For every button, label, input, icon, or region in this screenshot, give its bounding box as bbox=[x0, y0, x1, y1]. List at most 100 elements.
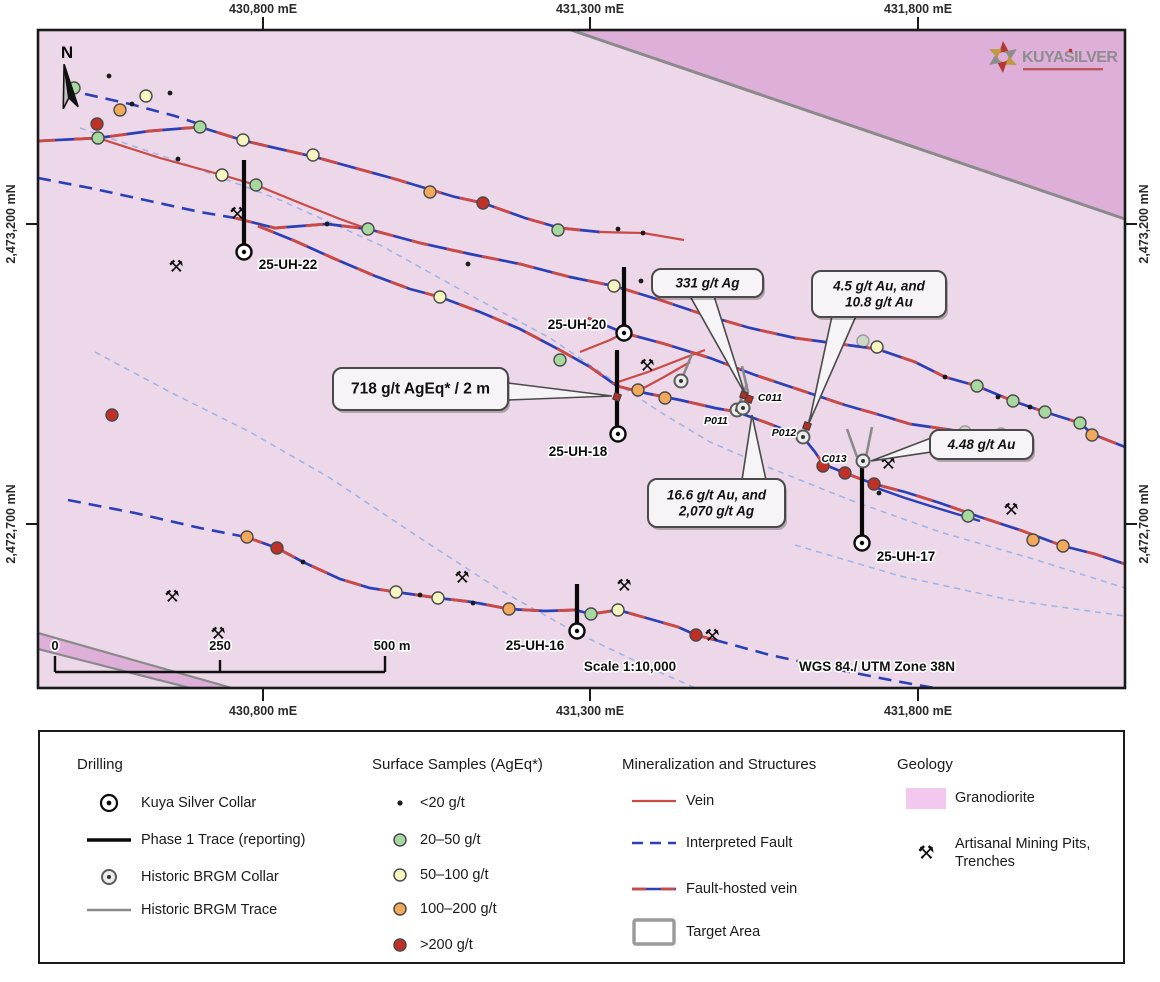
legend-item-label: >200 g/t bbox=[420, 936, 473, 953]
sample-dot-lt20 bbox=[876, 490, 882, 496]
legend-symbol bbox=[372, 860, 420, 890]
grid-label-northing: 2,472,700 mN bbox=[4, 484, 18, 563]
sample-dot-lt20 bbox=[995, 394, 1001, 400]
sample-dot-g50_100 bbox=[607, 279, 621, 293]
grid-label-easting: 431,800 mE bbox=[884, 704, 952, 718]
callout-text: 16.6 g/t Au, and bbox=[667, 488, 767, 503]
vein-sample-marker bbox=[744, 394, 754, 404]
legend-item-label: Target Area bbox=[686, 923, 761, 940]
callout-text: 718 g/t AgEq* / 2 m bbox=[351, 381, 490, 398]
sample-dot-g100_200 bbox=[658, 391, 672, 405]
callout-box bbox=[929, 429, 1034, 460]
sample-dot-g20_50 bbox=[361, 222, 375, 236]
sample-dot-gt200 bbox=[90, 117, 104, 131]
north-arrow-icon bbox=[62, 63, 79, 110]
legend-symbol bbox=[622, 874, 686, 904]
contact-line bbox=[39, 648, 191, 687]
sample-dot-g20_50 bbox=[551, 223, 565, 237]
legend-symbol bbox=[77, 862, 141, 892]
sample-dot-g50_100 bbox=[306, 148, 320, 162]
legend-item: ⚒ Artisanal Mining Pits, Trenches bbox=[897, 835, 1090, 871]
scale-bar-label: 250 bbox=[209, 638, 231, 653]
legend-symbol bbox=[77, 825, 141, 855]
logo-petal bbox=[999, 41, 1009, 53]
mining-pit-icon: ⚒ bbox=[454, 568, 469, 588]
sample-dot-gt200 bbox=[689, 628, 703, 642]
legend-item-label: Kuya Silver Collar bbox=[141, 794, 257, 811]
callout-text: 4.5 g/t Au, and bbox=[832, 279, 926, 294]
kuya-silver-collar bbox=[568, 622, 586, 640]
sample-dot-g20_50 bbox=[91, 131, 105, 145]
grid-label-easting: 431,300 mE bbox=[556, 704, 624, 718]
fault-w bbox=[39, 176, 236, 220]
sample-dot-lt20 bbox=[106, 73, 112, 79]
legend-item: Granodiorite bbox=[897, 783, 1035, 813]
historic-brgm-collar bbox=[673, 373, 689, 389]
sample-dot-g100_200 bbox=[502, 602, 516, 616]
logo-petal bbox=[997, 61, 1007, 73]
sample-dot-lt20 bbox=[942, 374, 948, 380]
sample-dot-lt20 bbox=[615, 226, 621, 232]
sample-dot-gt200 bbox=[270, 541, 284, 555]
legend-item-label: <20 g/t bbox=[420, 794, 465, 811]
grid-label-northing: 2,472,700 mN bbox=[1137, 484, 1151, 563]
grid-label-easting: 430,800 mE bbox=[229, 704, 297, 718]
logo-tagline-rule bbox=[1023, 68, 1103, 71]
kuya-silver-collar bbox=[853, 534, 871, 552]
light-dash-3 bbox=[794, 544, 1124, 617]
sample-dot-g50_100 bbox=[215, 168, 229, 182]
sample-dot-g50_100 bbox=[236, 133, 250, 147]
callout-box bbox=[651, 268, 764, 298]
sample-dot-lt20 bbox=[470, 600, 476, 606]
sample-dot-g20_50 bbox=[961, 509, 975, 523]
legend-item: 100–200 g/t bbox=[372, 894, 497, 924]
legend-symbol bbox=[622, 786, 686, 816]
legend-symbol bbox=[372, 788, 420, 818]
legend-item-label: Interpreted Fault bbox=[686, 834, 793, 851]
contact-line bbox=[570, 31, 1124, 221]
vein-icon bbox=[632, 799, 676, 803]
mining-pit-icon: ⚒ bbox=[164, 587, 179, 607]
contact-line bbox=[39, 632, 233, 687]
mining-pit-icon: ⚒ bbox=[168, 257, 183, 277]
datum-text: WGS 84./ UTM Zone 38N bbox=[799, 659, 955, 674]
line-m1-vein-overlay bbox=[587, 316, 1011, 440]
vein-splay-3 bbox=[639, 361, 691, 391]
callout: 718 g/t AgEq* / 2 m bbox=[332, 367, 613, 413]
sample-label: C011 bbox=[758, 392, 782, 404]
dot-lt20-icon bbox=[397, 800, 403, 806]
scale-text: Scale 1:10,000 bbox=[584, 659, 676, 674]
target-icon bbox=[632, 918, 676, 946]
historic-brgm-trace bbox=[845, 428, 859, 458]
north-label: N bbox=[61, 43, 73, 62]
grid-label-northing: 2,473,200 mN bbox=[4, 184, 18, 263]
sample-dot-g20_50 bbox=[970, 379, 984, 393]
sample-dot-g20_50 bbox=[1038, 405, 1052, 419]
sample-dot-g50_100 bbox=[389, 585, 403, 599]
fault-se bbox=[714, 638, 937, 687]
callout-text: 331 g/t Ag bbox=[675, 276, 740, 291]
callout-box bbox=[811, 270, 947, 318]
sample-dot-g100_200 bbox=[423, 185, 437, 199]
sample-dot-g100_200 bbox=[631, 383, 645, 397]
grid-label-easting: 431,300 mE bbox=[556, 2, 624, 16]
sample-dot-g50_100 bbox=[433, 290, 447, 304]
legend-symbol bbox=[77, 895, 141, 925]
sample-dot-g50_100 bbox=[139, 89, 153, 103]
svg-text:⚒: ⚒ bbox=[917, 842, 934, 864]
fault-nw bbox=[84, 92, 206, 128]
legend-item-label: Vein bbox=[686, 792, 715, 809]
kuya-silver-collar bbox=[235, 243, 253, 261]
sample-dot-g100_200 bbox=[240, 530, 254, 544]
sample-dot-lt20 bbox=[324, 221, 330, 227]
fault-sw bbox=[67, 498, 247, 539]
drill-label: 25-UH-20 bbox=[548, 317, 607, 332]
legend-item: >200 g/t bbox=[372, 930, 473, 960]
callout-box bbox=[647, 478, 786, 528]
scale-bar-label: 0 bbox=[51, 638, 58, 653]
sample-dot-gt200 bbox=[838, 466, 852, 480]
scale-bar-label: 500 m bbox=[374, 638, 411, 653]
logo-text: KUYASILVER bbox=[1022, 49, 1118, 66]
sample-dot-g100_200 bbox=[1056, 539, 1070, 553]
